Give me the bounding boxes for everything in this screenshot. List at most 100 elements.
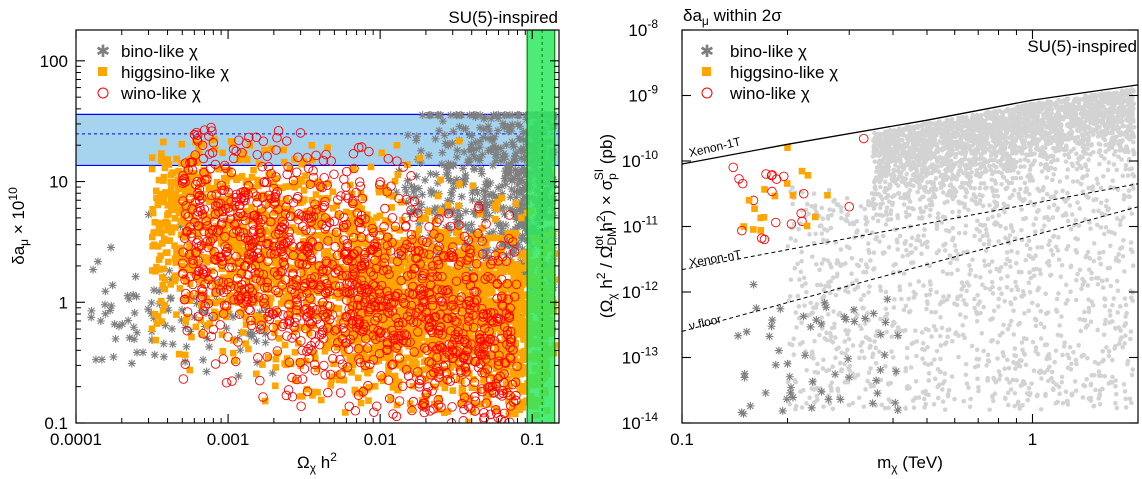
bino-point — [519, 135, 528, 144]
higgsino-point — [326, 232, 333, 240]
higgsino-point — [282, 183, 289, 190]
higgsino-point — [239, 329, 247, 336]
wino-point — [190, 150, 201, 160]
higgsino-point — [167, 281, 174, 288]
bino-point — [109, 352, 118, 361]
wino-point — [181, 227, 192, 237]
wino-point — [244, 132, 254, 143]
bino-point — [252, 337, 261, 346]
wino-point — [197, 291, 208, 302]
higgsino-point — [156, 266, 163, 273]
bino-point — [506, 168, 515, 177]
higgsino-point — [172, 206, 180, 213]
bino-point — [513, 180, 522, 189]
higgsino-point — [176, 285, 184, 292]
higgsino-point — [190, 170, 197, 177]
higgsino-point — [418, 259, 426, 267]
wino-point — [218, 287, 229, 298]
higgsino-point — [517, 214, 525, 222]
bino-point — [426, 169, 435, 178]
bino-point — [486, 178, 495, 187]
wino-point — [320, 312, 331, 322]
higgsino-point — [248, 184, 256, 191]
higgsino-point — [445, 243, 453, 251]
higgsino-point — [489, 289, 496, 296]
higgsino-point — [520, 317, 527, 325]
wino-point — [357, 308, 367, 318]
wino-point — [348, 149, 359, 159]
bino-point — [412, 207, 421, 216]
higgsino-point — [226, 243, 234, 251]
bino-point — [522, 178, 531, 187]
wino-point — [476, 384, 487, 394]
bino-point — [467, 131, 476, 140]
higgsino-point — [404, 354, 411, 362]
wino-point — [398, 162, 409, 172]
wino-point — [252, 212, 263, 223]
higgsino-point — [522, 370, 530, 377]
wino-point — [318, 309, 329, 320]
higgsino-point — [161, 301, 169, 309]
wino-point — [408, 317, 419, 327]
wino-point — [384, 393, 395, 404]
higgsino-point — [228, 298, 236, 306]
wino-point — [192, 238, 202, 248]
higgsino-point — [453, 325, 460, 332]
wino-point — [179, 174, 189, 184]
wino-point — [180, 359, 191, 370]
wino-point — [305, 250, 315, 260]
wino-point — [424, 356, 434, 367]
wino-point — [453, 332, 463, 342]
wino-point — [283, 162, 293, 172]
wino-point — [274, 228, 284, 239]
higgsino-point — [516, 363, 523, 371]
bino-point — [168, 340, 177, 349]
higgsino-point — [351, 224, 358, 232]
higgsino-point — [340, 312, 347, 319]
higgsino-point — [245, 345, 252, 353]
higgsino-point — [272, 364, 280, 371]
wino-point — [246, 320, 257, 331]
higgsino-point — [311, 349, 318, 357]
wino-point — [394, 193, 404, 204]
higgsino-point — [352, 306, 360, 314]
bino-point — [110, 320, 119, 329]
higgsino-point — [415, 261, 422, 268]
higgsino-point — [410, 362, 418, 370]
higgsino-point — [259, 235, 266, 243]
bino-point — [455, 217, 464, 226]
wino-point — [455, 365, 466, 375]
higgsino-point — [237, 258, 244, 265]
bino-point — [442, 170, 451, 179]
wino-point — [448, 352, 459, 363]
bino-point — [441, 139, 450, 148]
higgsino-point — [422, 215, 429, 223]
wino-point — [303, 163, 314, 173]
bino-point — [144, 305, 153, 314]
higgsino-point — [229, 140, 236, 148]
wino-point — [209, 254, 220, 265]
higgsino-point — [385, 369, 392, 376]
higgsino-point — [384, 218, 392, 226]
higgsino-point — [308, 296, 316, 304]
wino-point — [291, 167, 302, 177]
higgsino-point — [420, 315, 428, 322]
wino-point — [505, 417, 515, 423]
bino-point — [438, 117, 447, 126]
higgsino-point — [313, 265, 320, 272]
higgsino-point — [418, 267, 425, 275]
wino-point — [273, 125, 284, 136]
wino-point — [372, 242, 382, 252]
wino-point — [274, 225, 285, 235]
higgsino-point — [279, 260, 286, 268]
higgsino-point — [411, 262, 419, 269]
higgsino-point — [171, 242, 178, 249]
left-scatter — [87, 111, 559, 423]
higgsino-point — [281, 233, 289, 240]
higgsino-point — [521, 398, 528, 406]
bino-point — [454, 222, 463, 231]
higgsino-point — [348, 248, 356, 256]
higgsino-point — [509, 367, 517, 375]
bino-point — [100, 300, 109, 309]
